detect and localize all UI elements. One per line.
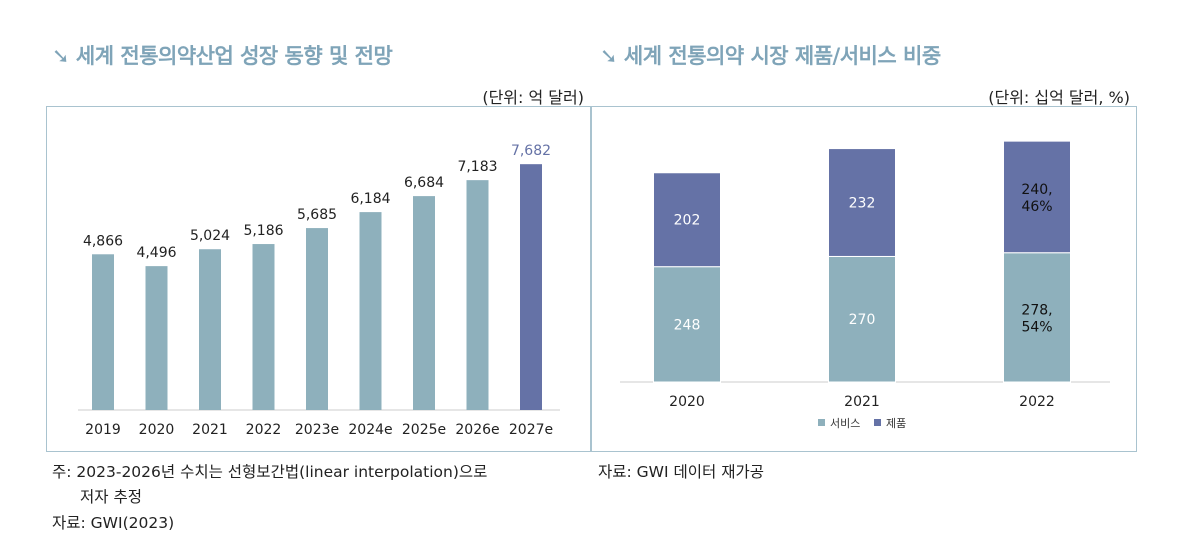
data-label: 248 <box>674 317 701 333</box>
data-label: 4,866 <box>83 233 123 249</box>
stacked-bar-product <box>828 148 896 257</box>
note-line2: 저자 추정 <box>80 488 142 506</box>
note-line1: 주: 2023-2026년 수치는 선형보간법(linear interpola… <box>52 463 488 481</box>
tick-label: 2022 <box>246 422 282 438</box>
bar <box>145 266 168 410</box>
data-label: 7,682 <box>511 143 551 159</box>
bar <box>520 164 542 410</box>
data-label: 4,496 <box>136 245 176 261</box>
bar <box>306 228 328 410</box>
data-label: 270 <box>849 312 876 328</box>
stacked-bar-product <box>653 172 721 268</box>
right-source: 자료: GWI 데이터 재가공 <box>598 463 764 481</box>
data-label: 5,024 <box>190 228 230 244</box>
tick-label: 2021 <box>844 394 880 410</box>
stacked-bar-service <box>828 255 896 383</box>
bar <box>92 254 114 410</box>
data-label: 5,186 <box>243 223 283 239</box>
data-label: 7,183 <box>457 159 497 175</box>
tick-label: 2027e <box>509 422 553 438</box>
stacked-bar-service <box>653 266 721 383</box>
left-chart-title: ➘ 세계 전통의약산업 성장 동향 및 전망 <box>52 44 393 68</box>
right-unit: (단위: 십억 달러, %) <box>988 88 1130 107</box>
bar <box>252 244 275 410</box>
note-source: 자료: GWI(2023) <box>52 514 175 532</box>
data-label: 202 <box>674 213 701 229</box>
stacked-bar-product <box>1003 140 1071 254</box>
left-unit: (단위: 억 달러) <box>482 88 584 107</box>
data-label: 278, 54% <box>1021 302 1052 335</box>
tick-label: 2019 <box>85 422 121 438</box>
tick-label: 2023e <box>295 422 339 438</box>
data-label: 6,184 <box>350 191 390 207</box>
legend-swatch <box>818 419 825 426</box>
bar <box>466 180 489 410</box>
tick-label: 2020 <box>139 422 175 438</box>
legend-label: 제품 <box>886 417 906 430</box>
data-label: 240, 46% <box>1021 182 1052 215</box>
legend-swatch <box>874 419 881 426</box>
tick-label: 2024e <box>348 422 392 438</box>
left-chart-box <box>46 106 592 452</box>
arrow-icon: ➘ <box>600 44 624 68</box>
data-label: 5,685 <box>297 207 337 223</box>
tick-label: 2025e <box>402 422 446 438</box>
data-label: 6,684 <box>404 175 444 191</box>
data-label: 232 <box>849 196 876 212</box>
bar <box>199 249 221 410</box>
right-chart-box <box>590 106 1137 452</box>
tick-label: 2020 <box>669 394 705 410</box>
bar <box>359 212 382 410</box>
arrow-icon: ➘ <box>52 44 76 68</box>
bar <box>413 196 435 410</box>
tick-label: 2021 <box>192 422 228 438</box>
tick-label: 2026e <box>455 422 499 438</box>
tick-label: 2022 <box>1019 394 1055 410</box>
legend-label: 서비스 <box>830 417 860 430</box>
right-chart-title: ➘ 세계 전통의약 시장 제품/서비스 비중 <box>600 44 941 68</box>
